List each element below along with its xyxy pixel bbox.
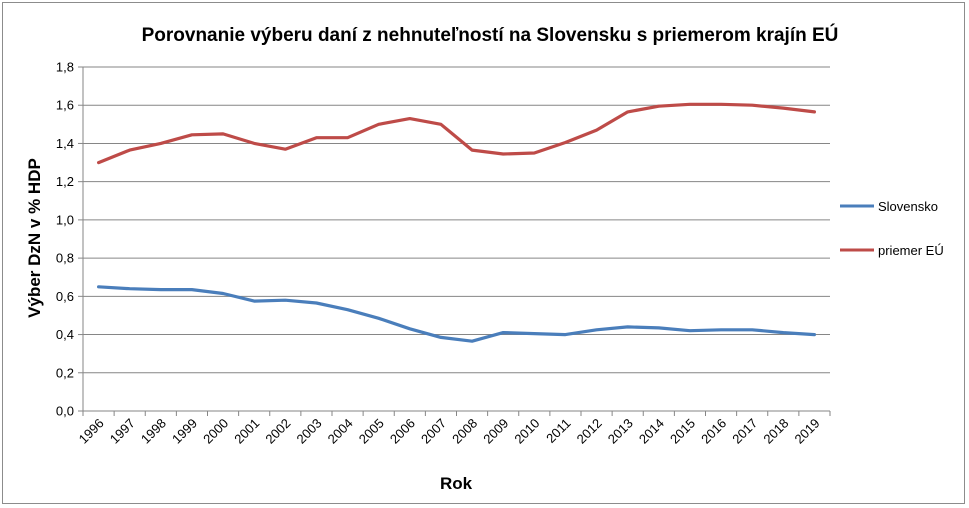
- x-tick-label: 2004: [325, 416, 356, 447]
- x-tick-label: 2014: [636, 416, 667, 447]
- y-tick-label: 0,0: [56, 404, 74, 419]
- series-lines: [96, 102, 817, 343]
- x-tick-label: 1996: [76, 416, 107, 447]
- series-line-priemer-eu: [96, 102, 817, 165]
- y-tick-label: 1,4: [56, 136, 74, 151]
- legend-label-priemer-eu: priemer EÚ: [878, 243, 944, 258]
- x-tick-label: 2012: [574, 416, 605, 447]
- legend: Slovensko priemer EÚ: [840, 199, 944, 258]
- x-axis-title: Rok: [440, 474, 473, 493]
- x-tick-label: 2009: [480, 416, 511, 447]
- x-tick-label: 2000: [200, 416, 231, 447]
- x-tick-label: 2011: [543, 416, 573, 446]
- y-tick-label: 1,2: [56, 174, 74, 189]
- x-tick-label: 2016: [698, 416, 729, 447]
- y-axis-ticks: 0,0 0,2 0,4 0,6 0,8 1,0 1,2 1,4 1,6 1,8: [56, 60, 83, 419]
- y-tick-label: 1,8: [56, 60, 74, 75]
- x-tick-label: 2017: [729, 416, 760, 447]
- x-tick-label: 2013: [605, 416, 636, 447]
- x-tick-label: 1999: [169, 416, 200, 447]
- chart-title: Porovnanie výberu daní z nehnuteľností n…: [142, 24, 839, 46]
- y-axis-title: Výber DzN v % HDP: [25, 158, 44, 318]
- y-tick-label: 0,2: [56, 365, 74, 380]
- y-tick-label: 1,0: [56, 212, 74, 227]
- legend-item-slovensko: Slovensko: [840, 199, 938, 214]
- x-tick-label: 1997: [107, 416, 138, 447]
- x-tick-label: 2006: [387, 416, 418, 447]
- x-tick-label: 2015: [667, 416, 698, 447]
- y-tick-label: 0,6: [56, 289, 74, 304]
- legend-label-slovensko: Slovensko: [878, 199, 938, 214]
- x-tick-label: 1998: [138, 416, 169, 447]
- x-tick-label: 2018: [760, 416, 791, 447]
- y-tick-label: 1,6: [56, 98, 74, 113]
- x-axis-ticks: 1996 1997 1998 1999 2000 2001 2002 2003 2004 2005…: [76, 411, 831, 447]
- x-tick-label: 2019: [792, 416, 823, 447]
- y-tick-label: 0,4: [56, 327, 74, 342]
- gridlines: [83, 66, 830, 374]
- x-tick-label: 2007: [418, 416, 449, 447]
- legend-item-priemer-eu: priemer EÚ: [840, 243, 944, 258]
- x-tick-label: 2008: [449, 416, 480, 447]
- x-tick-label: 2001: [231, 416, 262, 447]
- x-tick-label: 2003: [294, 416, 325, 447]
- x-tick-label: 2002: [262, 416, 293, 447]
- y-tick-label: 0,8: [56, 251, 74, 266]
- series-line-slovensko: [96, 285, 817, 343]
- x-tick-label: 2010: [511, 416, 542, 447]
- x-tick-label: 2005: [356, 416, 387, 447]
